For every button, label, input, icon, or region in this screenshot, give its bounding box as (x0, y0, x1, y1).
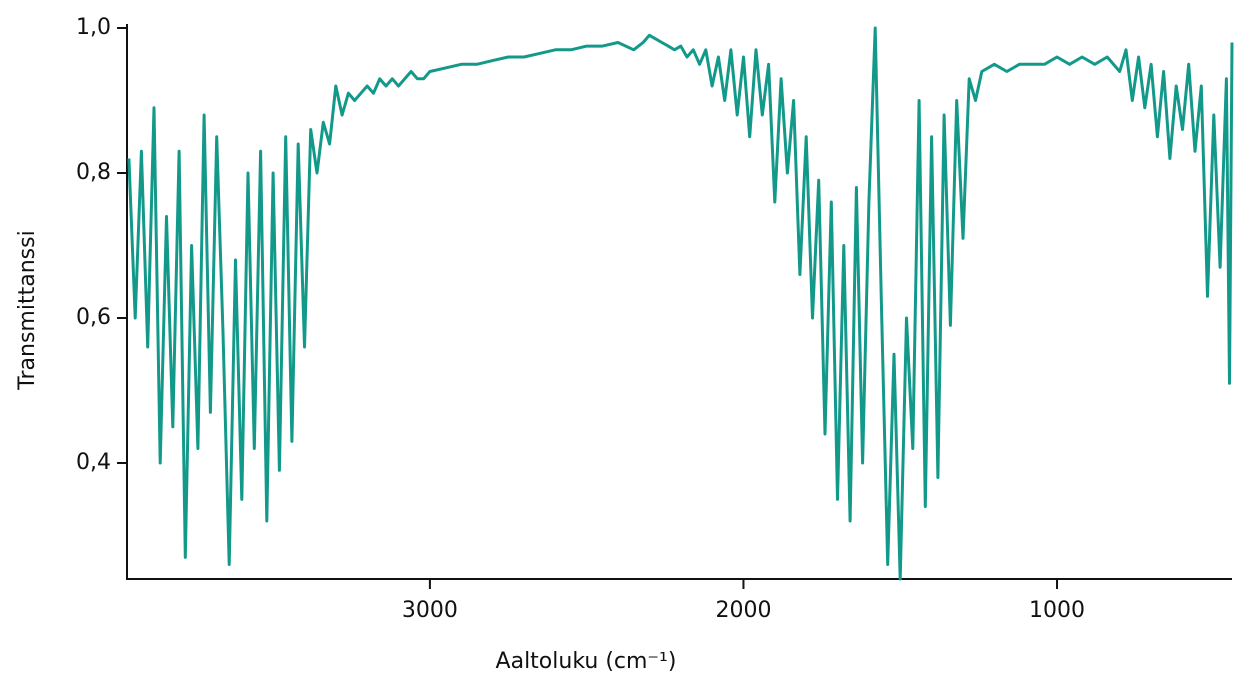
spectrum-line (127, 26, 1234, 581)
x-tick-label: 3000 (402, 598, 458, 623)
y-tick-label: 0,8 (76, 160, 111, 185)
x-tick-label: 2000 (715, 598, 771, 623)
x-axis-label: Aaltoluku (cm⁻¹) (496, 649, 677, 674)
y-axis-label: Transmittanssi (15, 230, 40, 390)
y-tick-label: 0,4 (76, 450, 111, 475)
x-tick-label: 1000 (1029, 598, 1085, 623)
y-tick-label: 1,0 (76, 15, 111, 40)
y-tick-label: 0,6 (76, 305, 111, 330)
